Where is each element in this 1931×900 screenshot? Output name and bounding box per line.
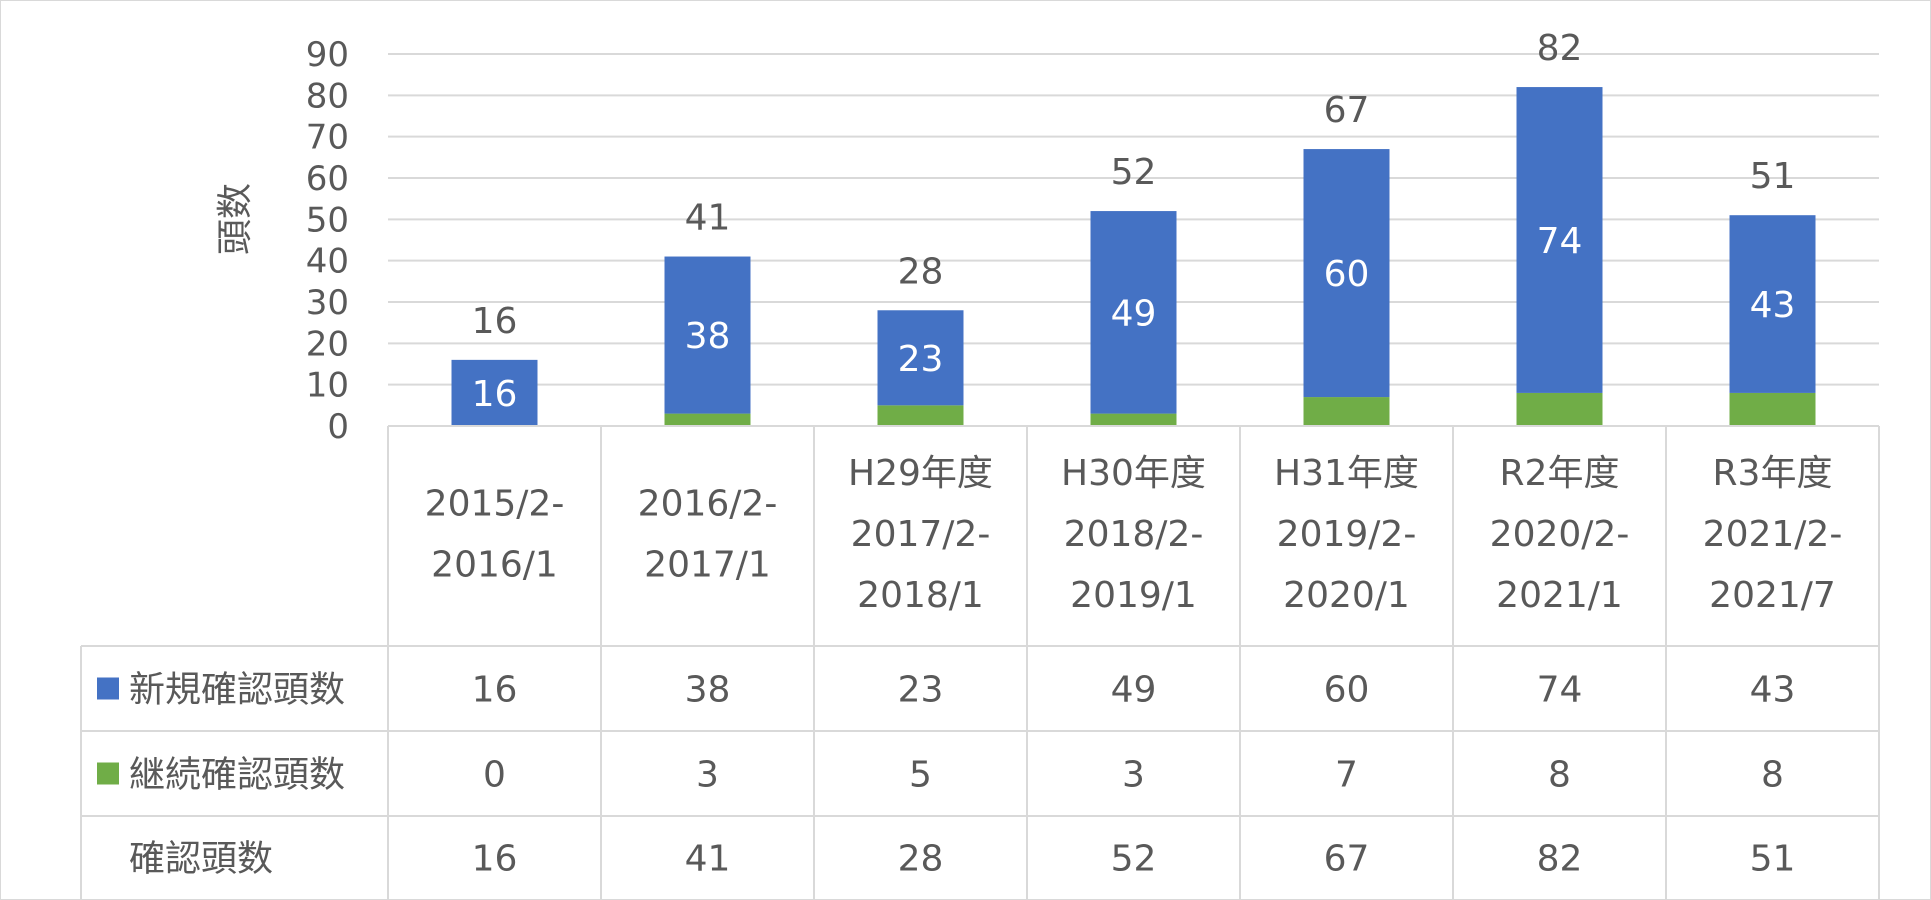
table-cell-continued: 5 <box>909 755 932 796</box>
y-axis-title: 頭数 <box>215 183 256 255</box>
data-label-new: 49 <box>1111 293 1157 334</box>
data-label-total: 41 <box>685 198 731 239</box>
y-tick-label: 30 <box>306 283 349 323</box>
x-category-label: H31年度 <box>1274 453 1419 494</box>
table-cell-total: 28 <box>898 839 944 880</box>
x-category-label: H30年度 <box>1061 453 1206 494</box>
bar-new <box>877 310 964 406</box>
data-label-total: 67 <box>1324 90 1370 131</box>
legend-key-continued <box>97 762 119 785</box>
bar-continued <box>1516 392 1603 426</box>
y-tick-label: 50 <box>306 200 349 240</box>
bar-new <box>1090 211 1177 414</box>
x-category-label: 2015/2- <box>425 484 565 525</box>
table-cell-continued: 3 <box>1122 755 1145 796</box>
table-cell-continued: 8 <box>1548 755 1571 796</box>
x-category-label: R2年度 <box>1500 453 1620 494</box>
y-tick-label: 70 <box>306 118 349 158</box>
table-cell-total: 52 <box>1111 839 1157 880</box>
x-category-label: 2016/1 <box>431 545 558 586</box>
data-label-total: 52 <box>1111 152 1157 193</box>
table-cell-continued: 8 <box>1761 755 1784 796</box>
legend-key-new <box>97 677 119 700</box>
table-cell-total: 51 <box>1750 839 1796 880</box>
data-label-total: 28 <box>898 251 944 292</box>
x-category-label: 2019/2- <box>1277 514 1417 555</box>
y-tick-label: 60 <box>306 159 349 199</box>
table-cell-new: 43 <box>1750 670 1796 711</box>
data-label-new: 43 <box>1750 285 1796 326</box>
y-tick-label: 40 <box>306 242 349 282</box>
bar-continued <box>1303 397 1390 426</box>
data-label-total: 16 <box>472 301 518 342</box>
data-label-new: 74 <box>1537 221 1583 262</box>
x-category-label: 2021/1 <box>1496 575 1623 616</box>
x-category-label: 2019/1 <box>1070 575 1197 616</box>
table-cell-new: 38 <box>685 670 731 711</box>
x-category-label: 2017/1 <box>644 545 771 586</box>
legend-label-new: 新規確認頭数 <box>129 670 345 711</box>
data-label-total: 82 <box>1537 28 1583 69</box>
x-category-label: 2018/2- <box>1064 514 1204 555</box>
table-cell-new: 74 <box>1537 670 1583 711</box>
table-cell-total: 16 <box>472 839 518 880</box>
x-category-label: 2017/2- <box>851 514 991 555</box>
bar-continued <box>877 405 964 426</box>
x-category-label: 2020/1 <box>1283 575 1410 616</box>
bar-continued <box>1090 413 1177 426</box>
x-category-label: 2018/1 <box>857 575 984 616</box>
x-category-label: 2016/2- <box>638 484 778 525</box>
y-tick-label: 20 <box>306 324 349 364</box>
data-label-new: 38 <box>685 316 731 357</box>
bar-new <box>1303 149 1390 398</box>
x-category-label: R3年度 <box>1713 453 1833 494</box>
table-cell-continued: 0 <box>483 755 506 796</box>
data-label-new: 16 <box>472 374 518 415</box>
table-cell-new: 49 <box>1111 670 1157 711</box>
x-category-label: 2021/2- <box>1703 514 1843 555</box>
data-label-new: 60 <box>1324 254 1370 295</box>
data-label-new: 23 <box>898 339 944 380</box>
table-cell-new: 16 <box>472 670 518 711</box>
bar-new <box>664 256 751 414</box>
data-label-total: 51 <box>1750 156 1796 197</box>
table-cell-new: 23 <box>898 670 944 711</box>
bar-new <box>1516 87 1603 393</box>
table-cell-continued: 7 <box>1335 755 1358 796</box>
table-cell-total: 82 <box>1537 839 1583 880</box>
bar-continued <box>664 413 751 426</box>
y-tick-label: 80 <box>306 76 349 116</box>
row-label-total: 確認頭数 <box>129 839 273 880</box>
x-category-label: H29年度 <box>848 453 993 494</box>
legend-label-continued: 継続確認頭数 <box>129 755 345 796</box>
bar-continued <box>1729 392 1816 426</box>
bar-new <box>451 359 538 426</box>
table-cell-new: 60 <box>1324 670 1370 711</box>
table-cell-continued: 3 <box>696 755 719 796</box>
bar-new <box>1729 215 1816 393</box>
table-cell-total: 67 <box>1324 839 1370 880</box>
y-tick-label: 0 <box>327 407 349 447</box>
y-tick-label: 90 <box>306 35 349 75</box>
x-category-label: 2020/2- <box>1490 514 1630 555</box>
table-cell-total: 41 <box>685 839 731 880</box>
y-tick-label: 10 <box>306 366 349 406</box>
x-category-label: 2021/7 <box>1709 575 1836 616</box>
